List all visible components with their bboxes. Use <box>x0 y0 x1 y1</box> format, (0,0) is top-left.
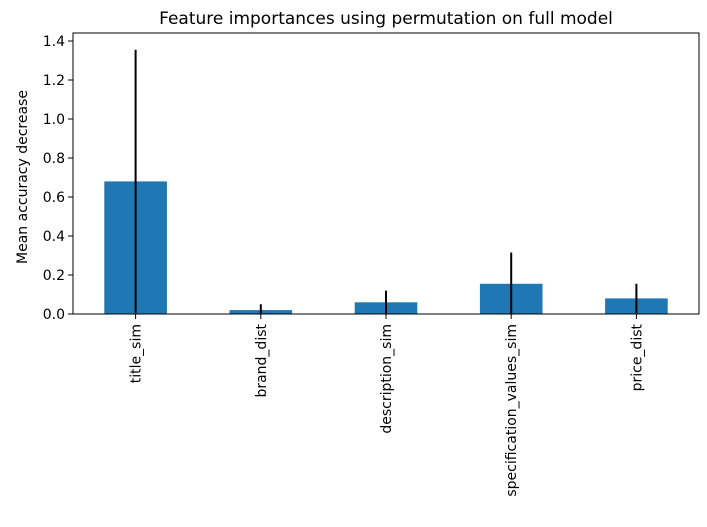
x-tick-label-description_sim: description_sim <box>379 324 395 434</box>
y-tick-label: 1.0 <box>43 112 65 128</box>
y-axis-label: Mean accuracy decrease <box>15 90 31 264</box>
x-tick-label-price_dist: price_dist <box>629 323 645 391</box>
y-tick-label: 1.2 <box>43 73 65 89</box>
x-tick-label-title_sim: title_sim <box>129 324 145 383</box>
plot-area: 0.0 0.2 0.4 0.6 0.8 1.0 1.2 1.4 title_sim brand_d… <box>43 32 700 497</box>
x-tick-label-specification_values_sim: specification_values_sim <box>504 324 520 497</box>
y-tick-label: 0.6 <box>43 190 65 206</box>
y-tick-label: 1.4 <box>43 34 65 50</box>
y-tick-label: 0.2 <box>43 268 65 284</box>
y-tick-label: 0.0 <box>43 307 65 323</box>
y-tick-label: 0.8 <box>43 151 65 167</box>
x-tick-label-brand_dist: brand_dist <box>254 323 270 397</box>
chart-title: Feature importances using permutation on… <box>159 9 613 29</box>
y-tick-label: 0.4 <box>43 229 65 245</box>
